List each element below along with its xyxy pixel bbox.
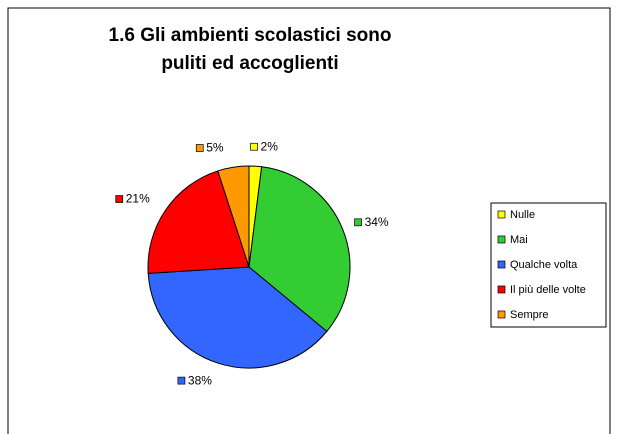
data-label-key [195, 144, 204, 152]
legend-key [497, 235, 506, 244]
chart-border [7, 7, 611, 434]
data-label: 2% [261, 139, 279, 153]
legend-box [490, 202, 607, 328]
data-label-key [250, 142, 258, 151]
legend-key [497, 260, 506, 269]
legend-key [497, 210, 506, 219]
data-label-key [177, 376, 186, 385]
pie-slice [147, 170, 250, 274]
data-label: 34% [365, 215, 389, 229]
legend-label: Il più delle volte [510, 284, 586, 296]
chart-title: 1.6 Gli ambienti scolastici sono puliti … [108, 25, 392, 74]
pie-slice [217, 165, 250, 268]
data-label-key [354, 218, 362, 227]
data-label-key [115, 195, 124, 203]
legend-key [497, 285, 506, 294]
pie-slice [147, 266, 328, 369]
data-label: 21% [126, 192, 150, 206]
legend-key [497, 310, 506, 319]
legend-label: Qualche volta [510, 259, 578, 271]
pie-slice [248, 166, 351, 333]
data-label: 38% [188, 373, 212, 387]
legend-label: Mai [510, 234, 528, 246]
data-label: 5% [206, 141, 224, 155]
legend-label: Sempre [510, 309, 549, 321]
legend-label: Nulle [510, 209, 535, 221]
